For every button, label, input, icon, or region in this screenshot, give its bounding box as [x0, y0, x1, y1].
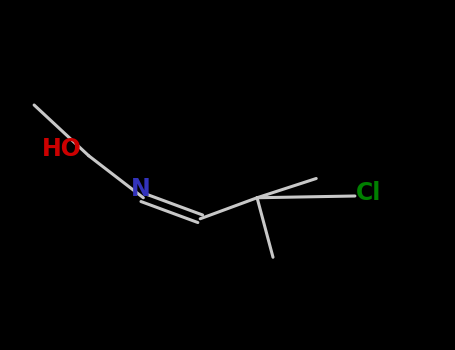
Text: N: N — [131, 177, 151, 201]
Text: HO: HO — [41, 137, 81, 161]
Text: Cl: Cl — [356, 181, 381, 204]
